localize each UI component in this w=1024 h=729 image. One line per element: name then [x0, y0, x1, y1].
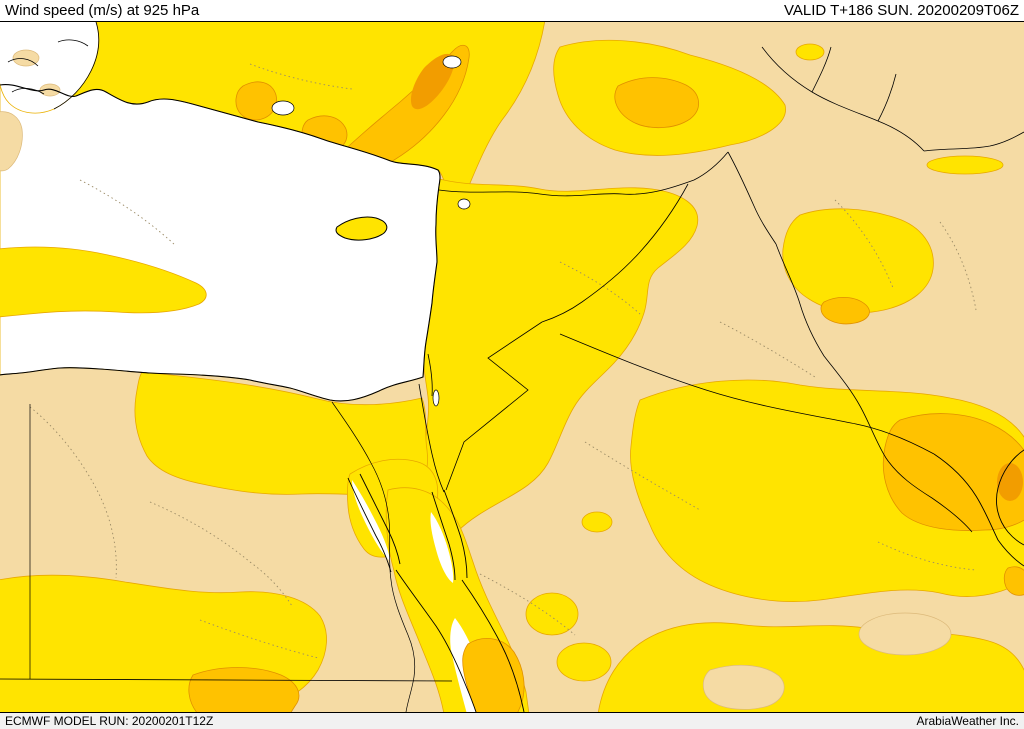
levant-egypt-coastline [0, 185, 440, 402]
small-lake [457, 198, 471, 210]
turkey-iran-border [727, 151, 777, 245]
caucasus-borders [761, 46, 925, 152]
east-saudi-core [997, 463, 1023, 501]
west-turkey-orange [235, 81, 277, 121]
persian-gulf-far-coast [996, 449, 1024, 546]
map-title: Wind speed (m/s) at 925 hPa [5, 1, 200, 19]
small-yellow-patch [556, 642, 612, 682]
header-bar: Wind speed (m/s) at 925 hPa VALID T+186 … [0, 0, 1024, 22]
caspian-area-border [923, 131, 1024, 152]
aegean-tan-patch [39, 83, 61, 97]
aegean-coast-detail [7, 22, 100, 110]
gulf-of-aqaba-west-coast [431, 491, 456, 581]
red-sea-east-coast [461, 579, 525, 712]
zagros-orange [820, 297, 870, 325]
dead-sea [432, 389, 440, 407]
sea-yellow-tongue [0, 246, 207, 318]
iraq-saudi-border [559, 333, 935, 455]
footer-bar: ECMWF MODEL RUN: 20200201T12Z ArabiaWeat… [0, 712, 1024, 729]
small-yellow-patch [926, 155, 1004, 175]
south-saudi-tan-patch [858, 612, 952, 656]
gulf-of-suez-west-coast [347, 477, 392, 573]
east-saudi-orange [882, 413, 1024, 531]
gulf-of-suez-calm [352, 480, 390, 561]
right-edge-orange [1003, 566, 1024, 596]
gulf-of-aqaba-calm [430, 512, 454, 583]
iran-iraq-border [775, 243, 973, 533]
land-patches [0, 49, 952, 710]
iran-yellow [782, 208, 934, 314]
ne-turkey-core [410, 53, 455, 110]
red-sea-south-orange [462, 638, 525, 712]
small-yellow-patch [581, 511, 613, 533]
model-run-label: ECMWF MODEL RUN: 20200201T12Z [5, 714, 214, 728]
jordan-saudi-border [445, 321, 543, 491]
south-egypt-orange [188, 667, 300, 712]
turkey-south-coastline [0, 83, 441, 187]
lake-tuz [271, 100, 295, 116]
wind-speed-map [0, 22, 1024, 712]
small-yellow-patch [525, 592, 579, 636]
map-canvas [0, 22, 1024, 712]
israel-jordan-borders [418, 353, 445, 493]
nile-river [331, 401, 416, 712]
turkey-syria-border [438, 151, 729, 197]
gulf-of-aqaba-east-coast [443, 489, 468, 579]
left-edge-tan-patch [0, 111, 23, 172]
syria-iraq-border [541, 183, 689, 323]
valid-time-label: VALID T+186 SUN. 20200209T06Z [783, 1, 1019, 19]
caucasus-orange [614, 77, 699, 129]
overlay-contours [0, 216, 525, 712]
dotted-boundaries [29, 63, 977, 659]
gulf-of-suez-east-coast [359, 473, 401, 565]
brand-label: ArabiaWeather Inc. [916, 714, 1020, 728]
southeast-yellow [597, 622, 1024, 712]
egypt-sudan-border [0, 678, 453, 682]
southeast-tan-patch [702, 664, 785, 710]
cyprus-island [335, 216, 388, 241]
persian-gulf-coast [933, 453, 1024, 567]
country-borders [0, 22, 1024, 712]
small-yellow-patch [795, 43, 825, 61]
lake-van [442, 55, 462, 69]
red-sea-west-coast [395, 569, 477, 712]
